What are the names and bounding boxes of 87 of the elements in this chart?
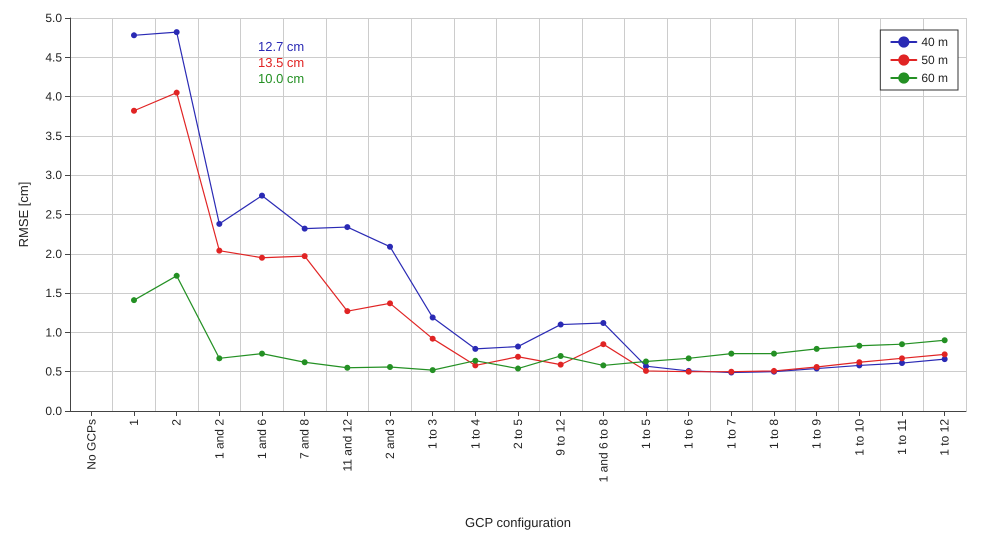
x-tick-label: 1 and 6	[255, 418, 269, 460]
legend-label: 40 m	[921, 35, 948, 49]
y-tick-label: 4.0	[45, 90, 62, 104]
point	[600, 362, 606, 368]
point	[942, 337, 948, 344]
point	[174, 90, 180, 96]
point	[131, 297, 137, 304]
x-tick-label: 1 to 5	[639, 418, 653, 450]
x-tick-label: 1 to 12	[938, 418, 952, 456]
point	[430, 314, 436, 320]
point	[131, 108, 137, 114]
point	[174, 29, 180, 36]
point	[344, 364, 350, 371]
point	[302, 253, 308, 260]
x-tick-label: 1 to 3	[426, 418, 440, 450]
point	[430, 336, 436, 342]
x-tick-label: 1 to 9	[810, 418, 824, 450]
annotation: 10.0 cm	[258, 71, 304, 86]
y-tick-label: 2.0	[45, 246, 62, 261]
y-axis-title: RMSE [cm]	[16, 182, 31, 248]
y-tick-label: 0.0	[45, 404, 62, 418]
x-tick-label: 11 and 12	[340, 418, 354, 472]
point	[728, 350, 734, 357]
point	[814, 346, 820, 352]
point	[387, 364, 393, 370]
point	[856, 359, 862, 366]
x-tick-label: 1 and 6 to 8	[596, 418, 610, 482]
point	[259, 254, 265, 261]
x-tick-label: No GCPs	[84, 419, 98, 470]
legend-label: 50 m	[921, 53, 948, 67]
point	[387, 300, 393, 306]
point	[771, 350, 777, 357]
point	[686, 355, 692, 362]
point	[302, 226, 308, 232]
x-axis-title: GCP configuration	[465, 515, 571, 530]
x-tick-label: 1 to 10	[852, 418, 866, 456]
y-tick-label: 1.5	[45, 286, 62, 300]
point	[387, 244, 393, 250]
legend-label: 60 m	[921, 71, 948, 85]
y-tick-label: 2.5	[45, 208, 62, 222]
point	[472, 346, 478, 352]
point	[344, 224, 350, 230]
point	[942, 351, 948, 358]
y-tick-label: 4.5	[45, 50, 62, 64]
point	[131, 32, 137, 38]
x-tick-label: 1 to 8	[767, 418, 781, 450]
point	[643, 368, 649, 374]
y-tick-label: 1.0	[45, 325, 62, 340]
point	[216, 355, 222, 362]
point	[259, 192, 265, 199]
point	[600, 341, 606, 348]
point	[600, 320, 606, 326]
point	[259, 350, 265, 357]
point	[856, 342, 862, 349]
point	[430, 367, 436, 374]
point	[472, 358, 478, 364]
point	[558, 352, 564, 359]
x-tick-label: 7 and 8	[298, 418, 312, 460]
x-tick-label: 1 to 11	[895, 418, 909, 455]
point	[515, 366, 521, 372]
x-tick-label: 2 and 3	[383, 418, 397, 460]
x-tick-label: 2 to 5	[511, 418, 525, 450]
x-tick-label: 1 to 6	[682, 418, 696, 450]
x-tick-label: 1 to 7	[724, 418, 738, 450]
point	[558, 322, 564, 328]
annotation: 13.5 cm	[258, 55, 304, 70]
annotation: 12.7 cm	[258, 39, 304, 54]
point	[216, 248, 222, 254]
point	[899, 355, 905, 362]
point	[216, 220, 222, 227]
point	[302, 359, 308, 366]
point	[643, 358, 649, 364]
y-tick-label: 3.0	[45, 168, 62, 182]
point	[899, 341, 905, 348]
point	[515, 354, 521, 360]
y-tick-label: 0.5	[45, 364, 62, 379]
y-tick-label: 3.5	[45, 128, 62, 143]
x-tick-label: 1 to 4	[468, 418, 482, 450]
point	[174, 272, 180, 279]
y-tick-label: 5.0	[45, 11, 62, 25]
point	[558, 362, 564, 368]
x-tick-label: 1	[127, 418, 141, 426]
point	[515, 344, 521, 350]
x-tick-label: 1 and 2	[212, 418, 226, 460]
point	[344, 308, 350, 314]
x-tick-label: 2	[170, 418, 184, 426]
x-tick-label: 9 to 12	[554, 418, 568, 456]
